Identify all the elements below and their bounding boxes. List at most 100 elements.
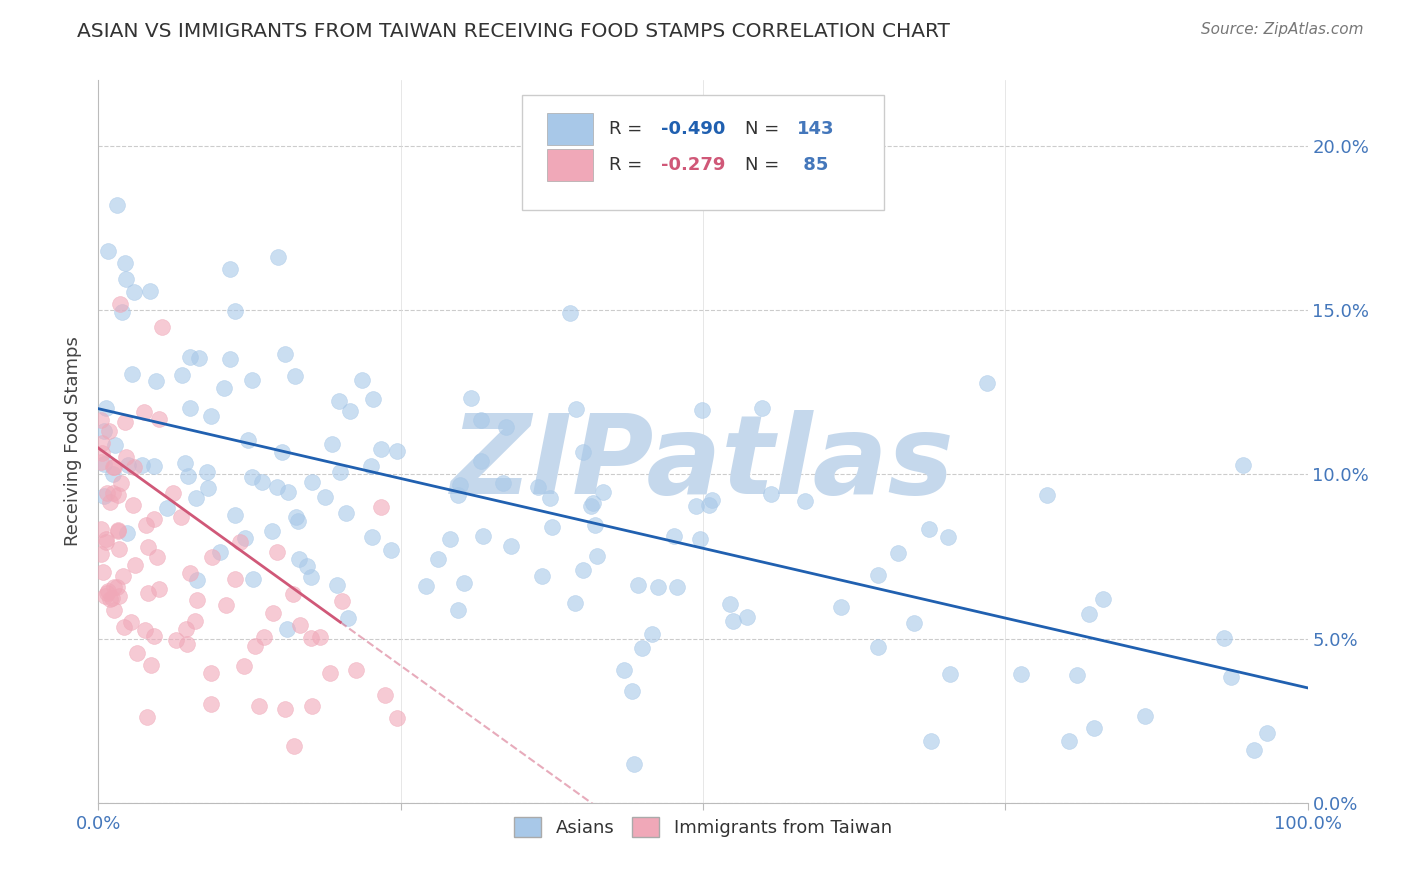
Point [184,491,207,505]
Text: Source: ZipAtlas.com: Source: ZipAtlas.com [1201,22,1364,37]
Point [136,541,159,555]
Point [299,570,322,584]
Point [186,593,208,607]
Point [90,455,112,469]
Point [114,415,136,429]
Point [495,420,517,434]
Point [112,569,135,583]
Point [328,393,350,408]
Point [101,591,124,605]
Text: R =: R = [609,120,648,137]
Point [564,402,586,417]
Point [172,368,194,382]
Point [233,531,256,545]
Point [794,494,817,508]
Point [262,524,284,538]
Point [976,376,998,390]
Point [200,409,222,423]
Point [115,450,138,464]
Point [699,498,721,512]
Point [201,550,224,565]
Point [179,401,201,415]
Point [613,663,636,677]
Point [689,532,711,546]
Text: R =: R = [609,156,648,174]
Point [664,529,686,543]
Point [98,425,121,439]
Point [640,626,662,640]
Point [121,368,143,382]
Point [96,401,118,416]
Point [93,457,115,471]
Point [620,684,643,698]
Point [212,381,235,395]
Point [114,256,136,270]
Point [470,454,492,468]
Point [1243,743,1265,757]
Point [103,460,125,475]
Point [868,640,890,655]
Point [165,633,187,648]
Point [108,541,131,556]
Point [1232,458,1254,472]
Point [94,589,117,603]
Point [139,658,162,673]
Point [735,609,758,624]
Point [93,424,115,438]
Point [592,484,614,499]
Point [1010,667,1032,681]
Point [108,296,131,310]
Point [309,630,332,644]
Point [321,437,343,451]
Point [242,572,264,586]
Point [96,586,118,600]
Point [1213,631,1236,645]
Point [415,579,437,593]
Point [531,568,554,582]
Point [560,306,582,320]
Point [142,458,165,473]
Point [219,351,242,366]
Point [97,244,120,258]
Point [1057,733,1080,747]
Point [685,499,707,513]
Point [449,477,471,491]
Point [173,456,195,470]
Point [647,581,669,595]
Point [236,433,259,447]
FancyBboxPatch shape [547,149,593,181]
Point [330,594,353,608]
Point [572,445,595,459]
Point [759,487,782,501]
Point [184,614,207,628]
Point [470,413,492,427]
Point [105,580,128,594]
Point [830,600,852,615]
Point [267,250,290,264]
Point [301,699,323,714]
Point [274,347,297,361]
Point [866,568,889,582]
Text: -0.490: -0.490 [661,120,725,137]
Point [240,469,263,483]
Point [447,603,470,617]
Point [427,552,450,566]
Point [1078,607,1101,621]
Point [903,616,925,631]
Point [156,501,179,516]
Point [186,573,208,587]
Point [209,544,232,558]
Point [111,305,134,319]
Text: N =: N = [745,120,786,137]
Point [266,545,288,559]
Point [579,500,602,514]
Point [627,578,650,592]
Point [115,525,138,540]
Point [121,498,143,512]
Point [623,757,645,772]
Point [90,547,112,561]
Point [145,374,167,388]
Point [583,517,606,532]
Point [700,493,723,508]
Point [721,614,744,628]
